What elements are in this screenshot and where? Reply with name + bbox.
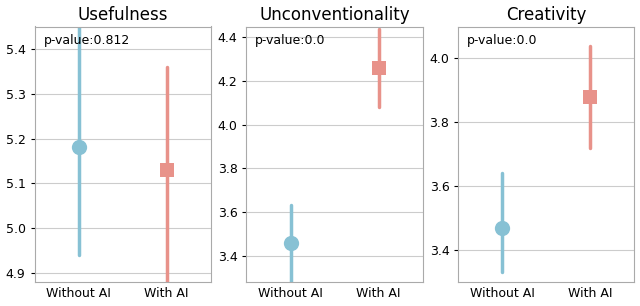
Title: Unconventionality: Unconventionality	[259, 6, 410, 24]
Title: Usefulness: Usefulness	[77, 6, 168, 24]
Text: p-value:0.812: p-value:0.812	[44, 34, 130, 47]
Text: p-value:0.0: p-value:0.0	[467, 34, 538, 47]
Text: p-value:0.0: p-value:0.0	[255, 34, 326, 47]
Title: Creativity: Creativity	[506, 6, 587, 24]
